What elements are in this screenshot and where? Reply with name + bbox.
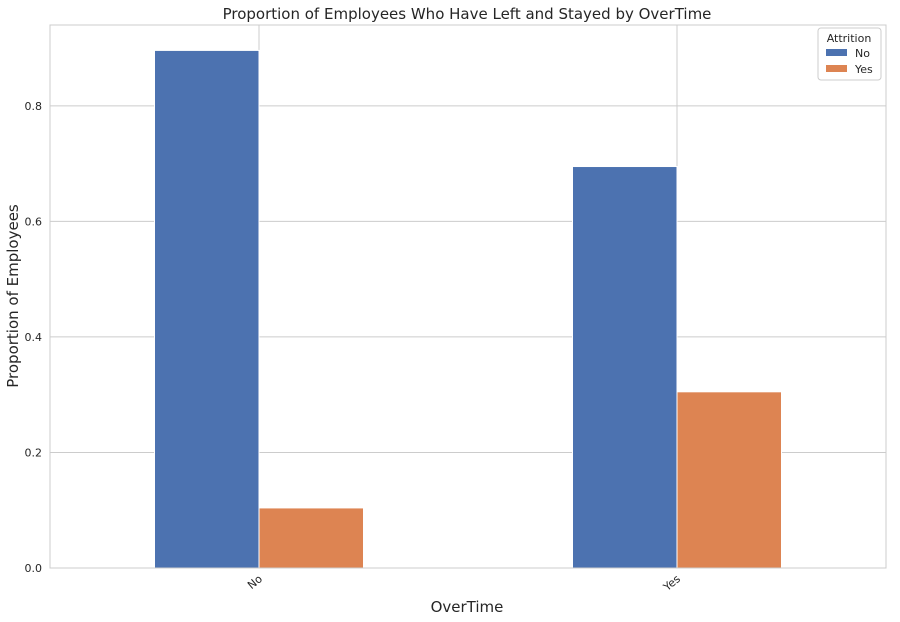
x-tick-label: No <box>245 572 265 592</box>
legend-swatch-yes <box>826 65 847 72</box>
bar-no-no <box>154 49 260 569</box>
x-axis-label: OverTime <box>431 598 504 616</box>
y-axis-label: Proportion of Employees <box>4 204 22 388</box>
legend-label-no: No <box>855 47 870 60</box>
bar-yes-no <box>572 166 678 569</box>
x-tick-label: Yes <box>660 572 683 594</box>
y-tick-label: 0.8 <box>25 100 43 113</box>
legend-title: Attrition <box>827 32 872 45</box>
plot-frame <box>49 24 887 569</box>
bar-no-yes <box>258 507 364 569</box>
x-ticks: No Yes <box>245 572 683 594</box>
y-tick-label: 0.0 <box>25 562 43 575</box>
y-ticks: 0.0 0.2 0.4 0.6 0.8 <box>25 100 43 575</box>
legend-swatch-no <box>826 49 847 56</box>
y-tick-label: 0.2 <box>25 446 43 459</box>
y-tick-label: 0.4 <box>25 331 43 344</box>
legend: Attrition No Yes <box>817 27 882 81</box>
bar-yes-yes <box>676 391 782 569</box>
bars <box>154 49 782 569</box>
chart-title: Proportion of Employees Who Have Left an… <box>223 5 712 23</box>
y-tick-label: 0.6 <box>25 215 43 228</box>
legend-label-yes: Yes <box>854 63 873 76</box>
